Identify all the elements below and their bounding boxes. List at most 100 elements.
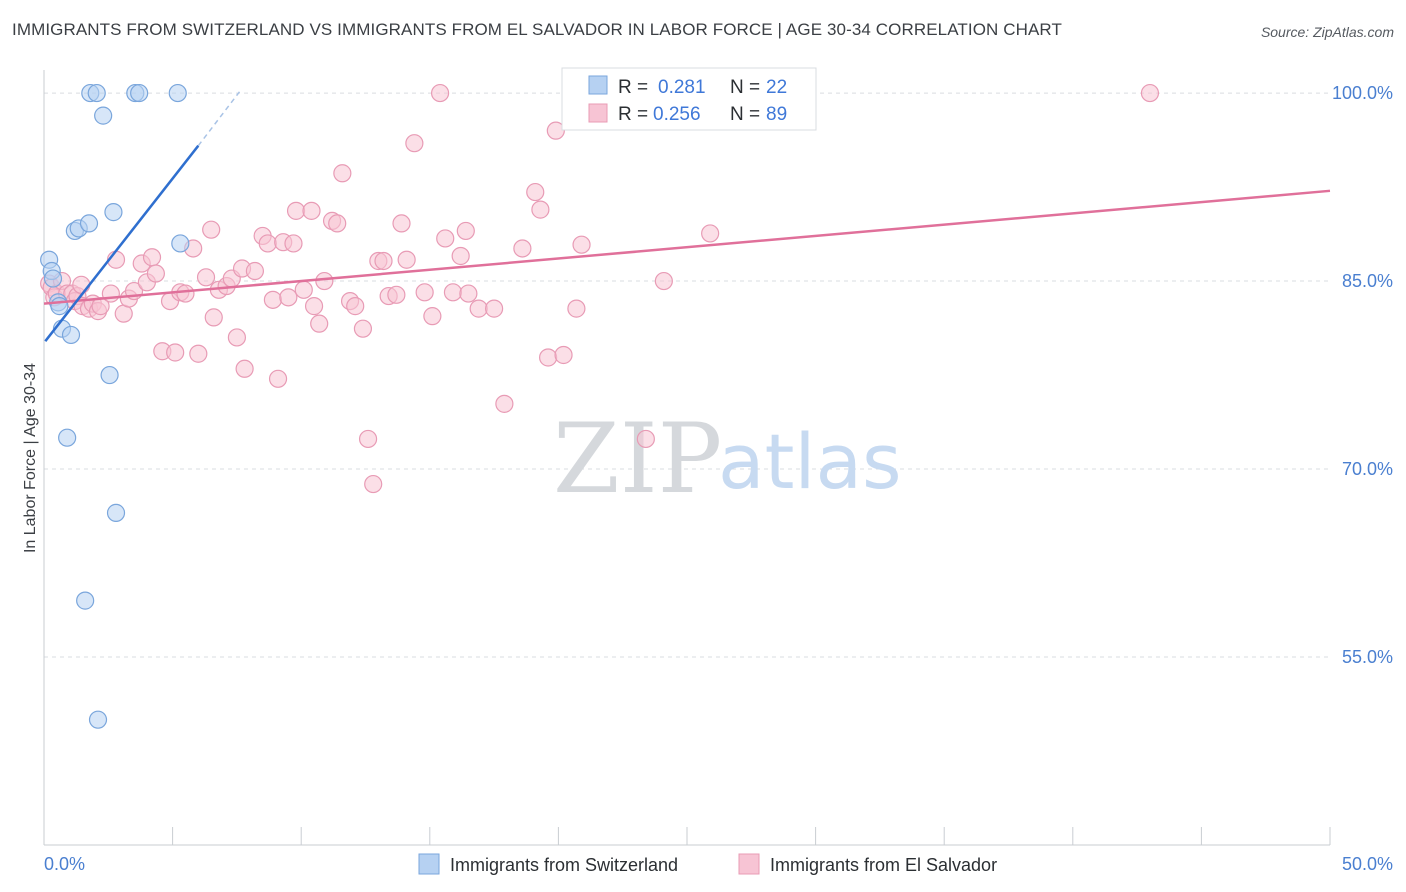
el-salvador-point [286,201,306,220]
el-salvador-point [546,121,565,140]
switzerland-point [43,269,63,288]
el-salvador-point [142,248,162,267]
el-salvador-point [430,83,450,103]
legend-r-label-1: R = [618,77,648,98]
el-salvador-point [572,235,591,254]
el-salvador-point [268,369,288,388]
series-legend: Immigrants from Switzerland Immigrants f… [418,853,997,875]
switzerland-point [76,591,95,610]
switzerland-point [100,365,119,385]
gridlines [44,92,1330,658]
y-axis-label: In Labor Force | Age 30-34 [22,363,39,553]
stats-legend: R = 0.281 N = 22 R = 0.256 N = 89 [561,67,817,131]
el-salvador-point [328,214,347,233]
el-salvador-point [539,348,558,367]
y-tick-label: 55.0% [1342,647,1393,667]
watermark: ZIP atlas [553,403,902,515]
el-salvador-point [114,304,133,323]
x-tick-label-min: 0.0% [44,854,85,874]
el-salvador-point [495,394,514,413]
el-salvador-point [166,343,185,362]
el-salvador-point [279,288,298,307]
el-salvador-point [302,201,321,220]
switzerland-point [61,325,81,345]
switzerland-point [58,428,77,447]
el-salvador-point [202,220,221,239]
y-tick-label: 70.0% [1342,459,1393,479]
switzerland-trend-extension [197,91,241,147]
legend-swatch-switzerland [588,75,608,95]
el-salvador-point [374,251,393,271]
source-credit: Source: ZipAtlas.com [1260,24,1394,40]
el-salvador-point [526,182,545,202]
switzerland-points [40,83,190,729]
el-salvador-point [1140,83,1160,103]
el-salvador-point [294,280,313,299]
el-salvador-point [364,474,383,494]
el-salvador-point [258,234,277,253]
el-salvador-point [443,283,463,302]
legend-n-value-2: 89 [766,104,787,125]
el-salvador-point [485,299,504,318]
switzerland-trend-line [44,144,200,342]
el-salvador-point [146,264,165,283]
el-salvador-point [397,250,416,269]
el-salvador-point [263,290,283,309]
chart-title: IMMIGRANTS FROM SWITZERLAND VS IMMIGRANT… [12,20,1062,39]
legend-r-value-2: 0.256 [653,104,701,125]
legend-r-label-2: R = [618,104,648,125]
bottom-legend-swatch-switzerland [418,853,440,875]
el-salvador-point [436,229,455,248]
switzerland-point [168,83,187,103]
el-salvador-point [346,297,365,316]
legend-n-label-2: N = [730,104,760,125]
el-salvador-point [636,429,655,449]
el-salvador-point [701,224,720,243]
el-salvador-point [567,299,586,318]
el-salvador-point [387,285,406,304]
x-axis-ticks [172,827,1331,845]
trend-lines [43,91,1331,342]
el-salvador-point [392,214,411,233]
switzerland-point [106,503,126,522]
bottom-legend-swatch-el-salvador [738,853,760,875]
switzerland-point [130,83,149,103]
el-salvador-point [415,283,434,302]
el-salvador-point [72,275,91,294]
el-salvador-point [235,359,254,378]
el-salvador-point [513,239,532,258]
switzerland-point [171,234,190,253]
x-tick-label-max: 50.0% [1342,854,1393,874]
legend-swatch-el-salvador [588,103,608,123]
bottom-legend-label-switzerland: Immigrants from Switzerland [450,855,678,875]
switzerland-point [50,297,69,316]
el-salvador-point [315,271,334,291]
el-salvador-point [204,308,223,327]
watermark-atlas: atlas [718,417,902,506]
switzerland-point [94,106,113,125]
switzerland-point [88,710,108,729]
el-salvador-point [358,429,378,449]
el-salvador-point [284,234,303,253]
el-salvador-point [531,200,550,219]
el-salvador-point [423,307,442,326]
el-salvador-point [353,319,373,338]
y-tick-label: 100.0% [1332,83,1393,103]
el-salvador-point [459,284,478,303]
el-salvador-point [304,297,324,316]
el-salvador-point [101,284,120,303]
legend-n-value-1: 22 [766,77,787,98]
el-salvador-point [310,314,329,333]
watermark-zip: ZIP [553,403,722,515]
bottom-legend-label-el-salvador: Immigrants from El Salvador [770,855,997,875]
el-salvador-point [654,271,673,291]
y-tick-label: 85.0% [1342,271,1393,291]
switzerland-point [79,214,99,233]
y-axis-tick-labels: 55.0% 70.0% 85.0% 100.0% [1332,83,1393,667]
el-salvador-point [227,328,246,347]
el-salvador-point [469,299,488,318]
el-salvador-point [245,261,265,281]
legend-n-label-1: N = [730,77,760,98]
el-salvador-point [456,221,475,241]
el-salvador-point [196,268,216,287]
